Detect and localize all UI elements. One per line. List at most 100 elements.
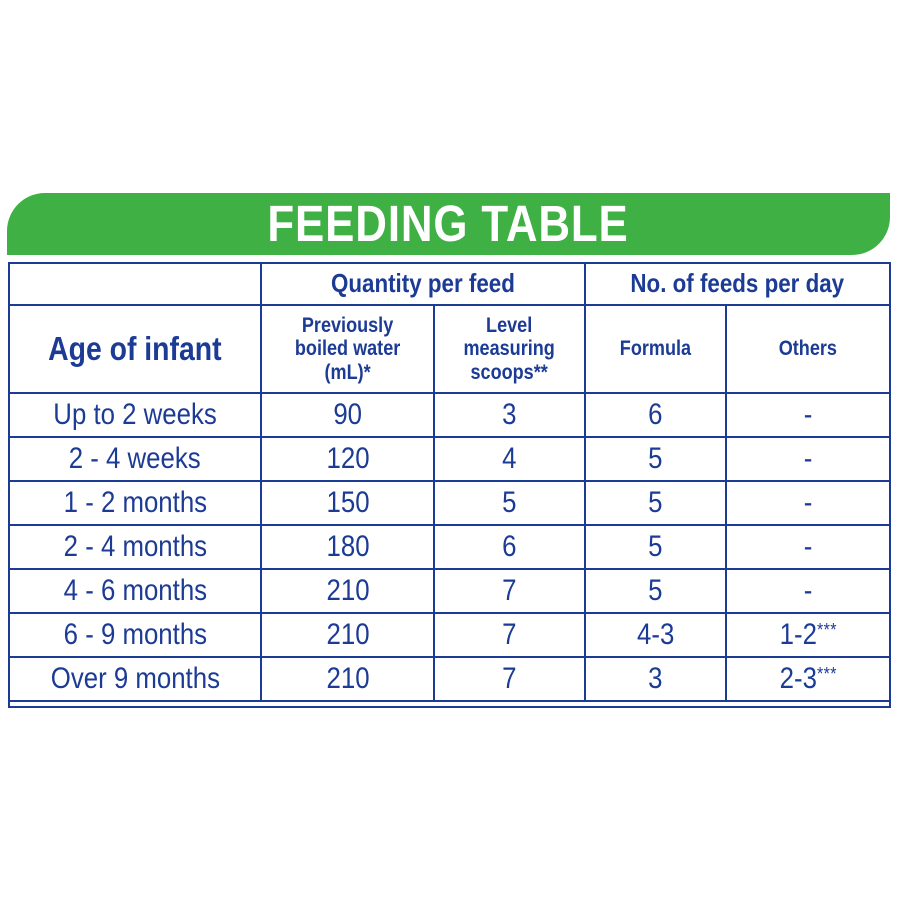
feeding-table: Quantity per feed No. of feeds per day A… — [8, 262, 891, 708]
others-value: 2-3*** — [779, 662, 836, 696]
others-header: Others — [727, 306, 889, 392]
table-row: 6 - 9 months 210 7 4-3 1-2*** — [10, 614, 889, 658]
water-value: 210 — [326, 662, 370, 696]
formula-value: 5 — [648, 486, 663, 520]
age-cell: Over 9 months — [10, 658, 263, 700]
scoops-value: 4 — [502, 442, 517, 476]
age-value: Over 9 months — [50, 662, 220, 696]
formula-label: Formula — [619, 337, 692, 361]
others-base: - — [803, 398, 813, 432]
others-value: - — [804, 442, 813, 476]
age-cell: 2 - 4 weeks — [10, 438, 263, 480]
others-value: 1-2*** — [779, 618, 836, 652]
water-cell: 150 — [262, 482, 436, 524]
table-row: 1 - 2 months 150 5 5 - — [10, 482, 889, 526]
others-cell: - — [727, 438, 889, 480]
scoops-value: 3 — [502, 398, 517, 432]
age-of-infant-label: Age of infant — [48, 329, 222, 367]
others-value: - — [804, 486, 813, 520]
others-cell: - — [727, 482, 889, 524]
others-value: - — [804, 530, 813, 564]
age-value: 2 - 4 weeks — [69, 442, 202, 476]
water-cell: 210 — [262, 614, 436, 656]
column-header-row: Age of infant Previously boiled water (m… — [10, 306, 889, 394]
others-cell: 1-2*** — [727, 614, 889, 656]
others-asterisks: *** — [816, 618, 837, 640]
scoops-value: 5 — [502, 486, 517, 520]
others-base: 2-3 — [779, 662, 817, 696]
scoops-cell: 5 — [435, 482, 586, 524]
age-cell: 4 - 6 months — [10, 570, 263, 612]
water-value: 180 — [326, 530, 370, 564]
formula-cell: 4-3 — [586, 614, 728, 656]
group-header-row: Quantity per feed No. of feeds per day — [10, 264, 889, 306]
measuring-scoops-label: Level measuring scoops** — [463, 313, 556, 384]
feeds-per-day-label: No. of feeds per day — [630, 268, 845, 299]
table-row: 2 - 4 months 180 6 5 - — [10, 526, 889, 570]
feeding-table-banner: FEEDING TABLE — [7, 193, 890, 255]
boiled-water-label: Previously boiled water (mL)* — [295, 313, 401, 384]
formula-cell: 6 — [586, 394, 728, 436]
water-value: 120 — [326, 442, 370, 476]
scoops-value: 7 — [502, 662, 517, 696]
age-value: Up to 2 weeks — [53, 398, 217, 432]
others-cell: 2-3*** — [727, 658, 889, 700]
water-value: 210 — [326, 618, 370, 652]
water-value: 150 — [326, 486, 370, 520]
table-row: Over 9 months 210 7 3 2-3*** — [10, 658, 889, 702]
age-value: 1 - 2 months — [63, 486, 207, 520]
formula-cell: 5 — [586, 526, 728, 568]
others-cell: - — [727, 570, 889, 612]
table-row: Up to 2 weeks 90 3 6 - — [10, 394, 889, 438]
formula-cell: 5 — [586, 438, 728, 480]
formula-value: 5 — [648, 530, 663, 564]
others-value: - — [804, 398, 813, 432]
age-value: 6 - 9 months — [63, 618, 207, 652]
age-cell: 2 - 4 months — [10, 526, 263, 568]
age-cell: Up to 2 weeks — [10, 394, 263, 436]
water-cell: 120 — [262, 438, 436, 480]
scoops-cell: 4 — [435, 438, 586, 480]
age-of-infant-header: Age of infant — [10, 306, 263, 392]
formula-value: 6 — [648, 398, 663, 432]
water-cell: 90 — [262, 394, 436, 436]
water-cell: 210 — [262, 570, 436, 612]
page-title: FEEDING TABLE — [267, 195, 630, 253]
scoops-value: 7 — [502, 618, 517, 652]
formula-cell: 5 — [586, 570, 728, 612]
measuring-scoops-header: Level measuring scoops** — [435, 306, 586, 392]
scoops-value: 7 — [502, 574, 517, 608]
age-value: 2 - 4 months — [63, 530, 207, 564]
others-base: - — [803, 574, 813, 608]
scoops-cell: 3 — [435, 394, 586, 436]
scoops-cell: 7 — [435, 614, 586, 656]
quantity-per-feed-header: Quantity per feed — [262, 264, 586, 304]
scoops-value: 6 — [502, 530, 517, 564]
feeds-per-day-header: No. of feeds per day — [586, 264, 889, 304]
formula-value: 4-3 — [636, 618, 675, 652]
quantity-per-feed-label: Quantity per feed — [331, 268, 515, 299]
water-cell: 180 — [262, 526, 436, 568]
scoops-cell: 7 — [435, 570, 586, 612]
formula-value: 3 — [648, 662, 663, 696]
others-value: - — [804, 574, 813, 608]
scoops-cell: 7 — [435, 658, 586, 700]
others-label: Others — [778, 337, 838, 361]
age-cell: 6 - 9 months — [10, 614, 263, 656]
water-value: 210 — [326, 574, 370, 608]
formula-cell: 5 — [586, 482, 728, 524]
formula-value: 5 — [648, 574, 663, 608]
others-base: - — [803, 442, 813, 476]
empty-header-cell — [10, 264, 263, 304]
boiled-water-header: Previously boiled water (mL)* — [262, 306, 436, 392]
water-value: 90 — [333, 398, 363, 432]
water-cell: 210 — [262, 658, 436, 700]
table-row: 4 - 6 months 210 7 5 - — [10, 570, 889, 614]
formula-value: 5 — [648, 442, 663, 476]
table-row: 2 - 4 weeks 120 4 5 - — [10, 438, 889, 482]
others-cell: - — [727, 526, 889, 568]
formula-header: Formula — [586, 306, 728, 392]
age-value: 4 - 6 months — [63, 574, 207, 608]
others-asterisks: *** — [816, 662, 837, 684]
others-base: 1-2 — [779, 618, 817, 652]
